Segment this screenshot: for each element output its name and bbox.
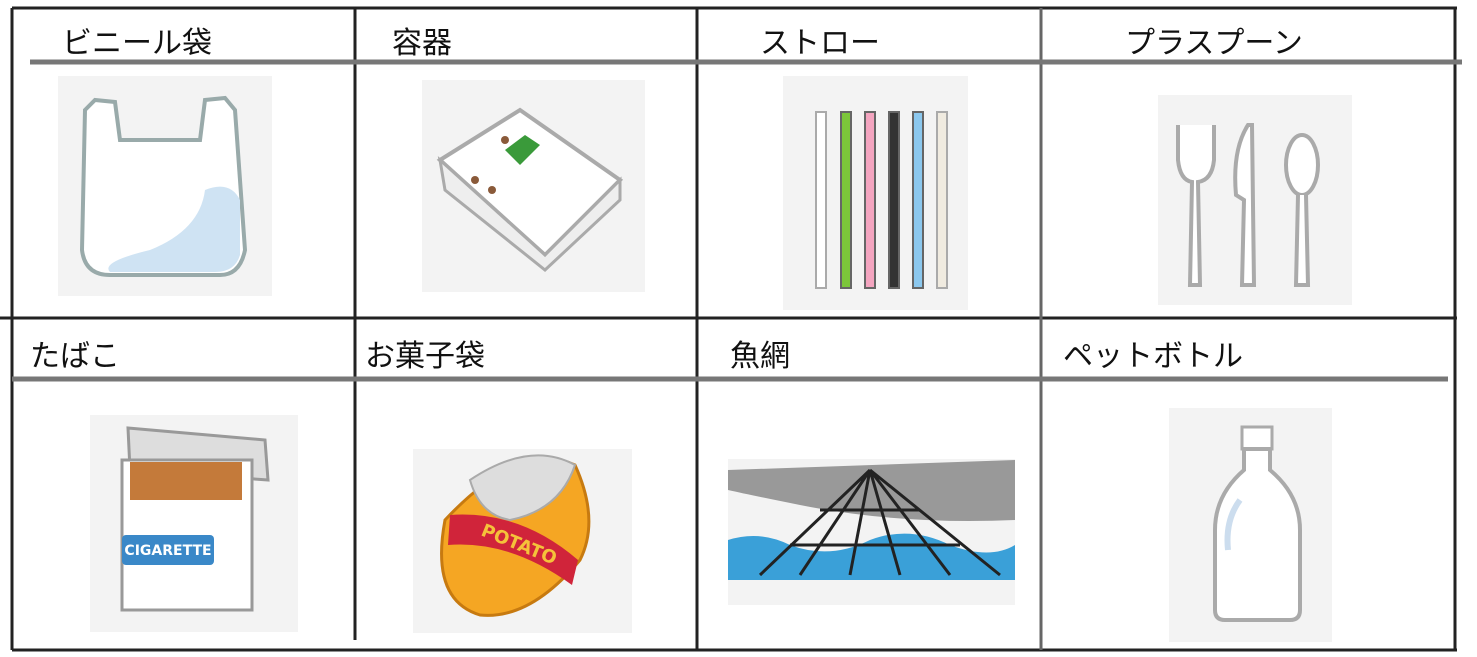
cell-label: たばこ (30, 339, 120, 374)
cell-label: お菓子袋 (365, 339, 485, 374)
cell-label: 容器 (392, 26, 452, 61)
cell-label: ビニール袋 (62, 26, 212, 61)
chips-illustration: POTATO (413, 449, 632, 633)
table-grid (0, 6, 1457, 652)
net-illustration (728, 459, 1015, 605)
bottle-illustration (1169, 408, 1332, 642)
cigarette-illustration: CIGARETTE (90, 415, 298, 632)
header-underlines (12, 59, 1462, 382)
cell-label: 魚網 (730, 339, 790, 374)
cell-label: プラスプーン (1125, 26, 1303, 61)
container-illustration (422, 80, 645, 292)
bag-illustration (58, 76, 272, 296)
straw-illustration (783, 76, 968, 310)
cell-label: ストロー (760, 26, 880, 61)
image-text: CIGARETTE (124, 543, 211, 559)
cell-label: ペットボトル (1063, 339, 1243, 374)
cutlery-illustration (1158, 95, 1352, 305)
